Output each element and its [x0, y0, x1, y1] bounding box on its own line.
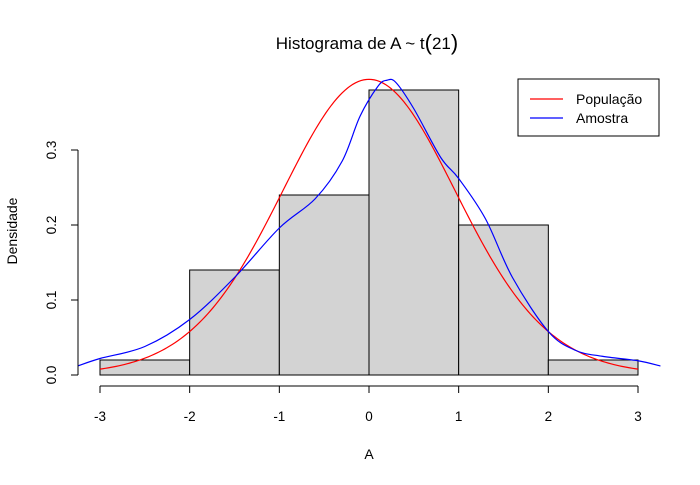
x-tick-label: 0: [365, 409, 373, 424]
x-tick-label: -3: [94, 409, 106, 424]
chart-title: Histograma de A ~ t(21): [276, 30, 458, 55]
x-tick-label: 3: [634, 409, 642, 424]
legend-label-populacao: População: [576, 91, 642, 107]
y-tick-label: 0.2: [44, 216, 59, 235]
legend: População Amostra: [517, 78, 660, 137]
x-axis-label: A: [364, 446, 374, 462]
histogram-bar-2: [189, 269, 280, 376]
x-tick-label: -1: [273, 409, 285, 424]
x-tick-label: -2: [184, 409, 196, 424]
y-axis-label: Densidade: [4, 197, 20, 264]
y-axis: 0.0 0.1 0.2 0.3: [44, 141, 79, 385]
x-tick-label: 2: [545, 409, 553, 424]
histogram-bar-6: [547, 359, 639, 376]
histogram-bar-4: [368, 89, 460, 376]
x-axis: -3 -2 -1 0 1 2 3: [94, 385, 642, 424]
x-tick-label: 1: [455, 409, 463, 424]
y-tick-label: 0.0: [44, 366, 59, 385]
histogram-bar-3: [278, 194, 370, 376]
y-tick-label: 0.1: [44, 291, 59, 310]
histogram-bars: [99, 89, 639, 376]
legend-label-amostra: Amostra: [576, 110, 628, 126]
density-curves: [78, 78, 661, 370]
legend-box: [517, 78, 660, 137]
sample-density-line: [78, 78, 661, 367]
y-tick-label: 0.3: [44, 141, 59, 160]
histogram-bar-5: [458, 224, 549, 376]
